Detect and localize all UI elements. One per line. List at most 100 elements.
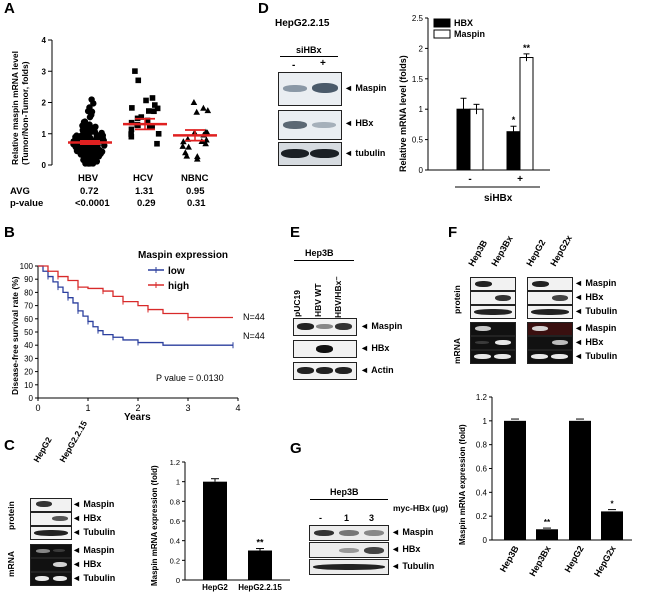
panel-f-band-tubulin: ◄ Tubulin [574,306,618,316]
legend-label-hbx: HBX [454,18,473,28]
panel-f-blot-maspin-2 [527,277,573,291]
y-tick-label: 0 [419,166,424,175]
panel-e-band-hbx: ◄ HBx [360,343,390,353]
y-tick-label: 0.6 [476,465,488,474]
panel-d-treat: siHBx [296,45,322,55]
panel-f-band-hbx: ◄ HBx [574,292,604,302]
y-tick-label: 0.5 [412,136,424,145]
y-tick-label: 0 [29,394,34,403]
panel-label-c: C [4,437,15,454]
panel-g-blot-hbx [309,542,389,558]
panel-f-gel-hbx-1 [470,336,516,350]
panel-d-lane-minus: - [292,60,296,71]
panel-d-band-tubulin: ◄ tubulin [344,148,386,158]
y-tick-label: 1.5 [412,75,424,84]
panel-b-xlabel: Years [124,412,151,423]
y-tick-label: 70 [24,302,33,311]
panel-g-cell: Hep3B [330,487,359,497]
panel-b-n-low: N=44 [243,331,265,341]
dot-nbnc [193,108,200,115]
panel-e-blot-hbx [293,340,357,358]
panel-a-pval-hbv: <0.0001 [75,198,110,209]
panel-e-band-maspin: ◄ Maspin [360,321,403,331]
dot-hcv [151,108,157,115]
x-tick-label: HepG2.2.15 [238,583,282,592]
x-tick-label: HepG2 [563,544,586,574]
y-tick-label: 3 [42,67,47,76]
bar-hepg2.2.15 [248,550,272,580]
dot-hcv [144,117,151,124]
y-tick-label: 40 [24,341,33,350]
y-tick-label: 30 [24,354,33,363]
panel-c-mrna-hbx: ◄ HBx [72,559,102,569]
dot-nbnc [190,98,198,105]
y-tick-label: 0.6 [170,517,180,526]
panel-a-avg-nbnc: 0.95 [186,186,205,197]
dot-hcv [155,130,162,137]
panel-f-blot-tubulin-2 [527,305,573,319]
panel-d-band-maspin: ◄ Maspin [344,83,387,93]
dot-hbv [101,142,108,149]
dot-hcv [128,119,135,126]
dot-hbv [95,153,103,160]
x-tick-label: HepG2 [202,583,228,592]
x-tick-label: 1 [85,403,90,413]
panel-d-blot-tubulin [278,142,342,166]
survival-line-low [38,265,233,346]
panel-g-treat: myc-HBx (μg) [393,503,449,513]
panel-e-cell: Hep3B [305,248,334,258]
panel-c-blot-hbx [30,512,72,526]
dot-nbnc [185,143,192,150]
panel-a-pval-nbnc: 0.31 [187,198,206,209]
dot-hcv [135,77,142,84]
x-tick-label: + [517,174,523,185]
panel-label-b: B [4,224,15,241]
y-tick-label: 0.2 [476,512,488,521]
panel-g-band-tubulin: ◄ Tubulin [391,561,435,571]
y-tick-label: 80 [24,288,33,297]
y-tick-label: 10 [24,381,33,390]
panel-c-mrna-maspin: ◄ Maspin [72,545,115,555]
panel-g-dose-0: - [319,513,322,523]
legend-swatch-hbx [433,18,451,28]
x-tick-label: 2 [135,403,140,413]
panel-a-pval-hcv: 0.29 [137,198,156,209]
y-tick-label: 0 [42,161,47,170]
y-tick-label: 0.8 [170,497,180,506]
panel-b-survival-chart: 0 10 20 30 40 50 60 70 80 90 100 0 1 2 3 4 [20,262,241,413]
bar-hep3b [504,420,526,540]
panel-a-group-hcv: HCV [133,173,154,184]
dot-hcv [132,68,138,74]
y-tick-label: 1 [419,105,424,114]
panel-label-g: G [290,440,302,457]
x-tick-label: Hep3B [498,544,521,574]
panel-d-band-hbx: ◄ HBx [344,118,374,128]
legend-label-maspin: Maspin [454,29,485,39]
y-tick-label: 0 [483,536,488,545]
panel-a-pval-label: p-value [10,198,44,209]
y-tick-label: 4 [42,36,47,45]
dot-hbv [84,107,92,115]
panel-g-dose-2: 3 [369,513,375,523]
dot-hcv [128,133,135,140]
y-tick-label: 2 [42,99,47,108]
dot-hbv [88,159,96,166]
dot-hcv [128,126,135,133]
panel-c-blot-maspin [30,498,72,512]
dot-hbv [80,128,87,136]
dot-nbnc [180,138,187,145]
panel-g-blot-maspin [309,525,389,541]
panel-d-lane-plus: + [320,58,326,69]
panel-b-n-high: N=44 [243,312,265,322]
dot-nbnc [179,142,187,149]
y-tick-label: 2 [419,44,424,53]
survival-line-high [38,265,233,319]
panel-g-band-maspin: ◄ Maspin [391,527,434,537]
dot-hcv [152,102,158,108]
panel-f-mrna-maspin: ◄ Maspin [574,323,617,333]
panel-c-gel-tubulin [30,572,72,586]
x-tick-label: 3 [185,403,190,413]
panel-d-blot-hbx [278,110,342,140]
x-tick-label: - [468,174,471,185]
dot-hcv [154,140,160,147]
